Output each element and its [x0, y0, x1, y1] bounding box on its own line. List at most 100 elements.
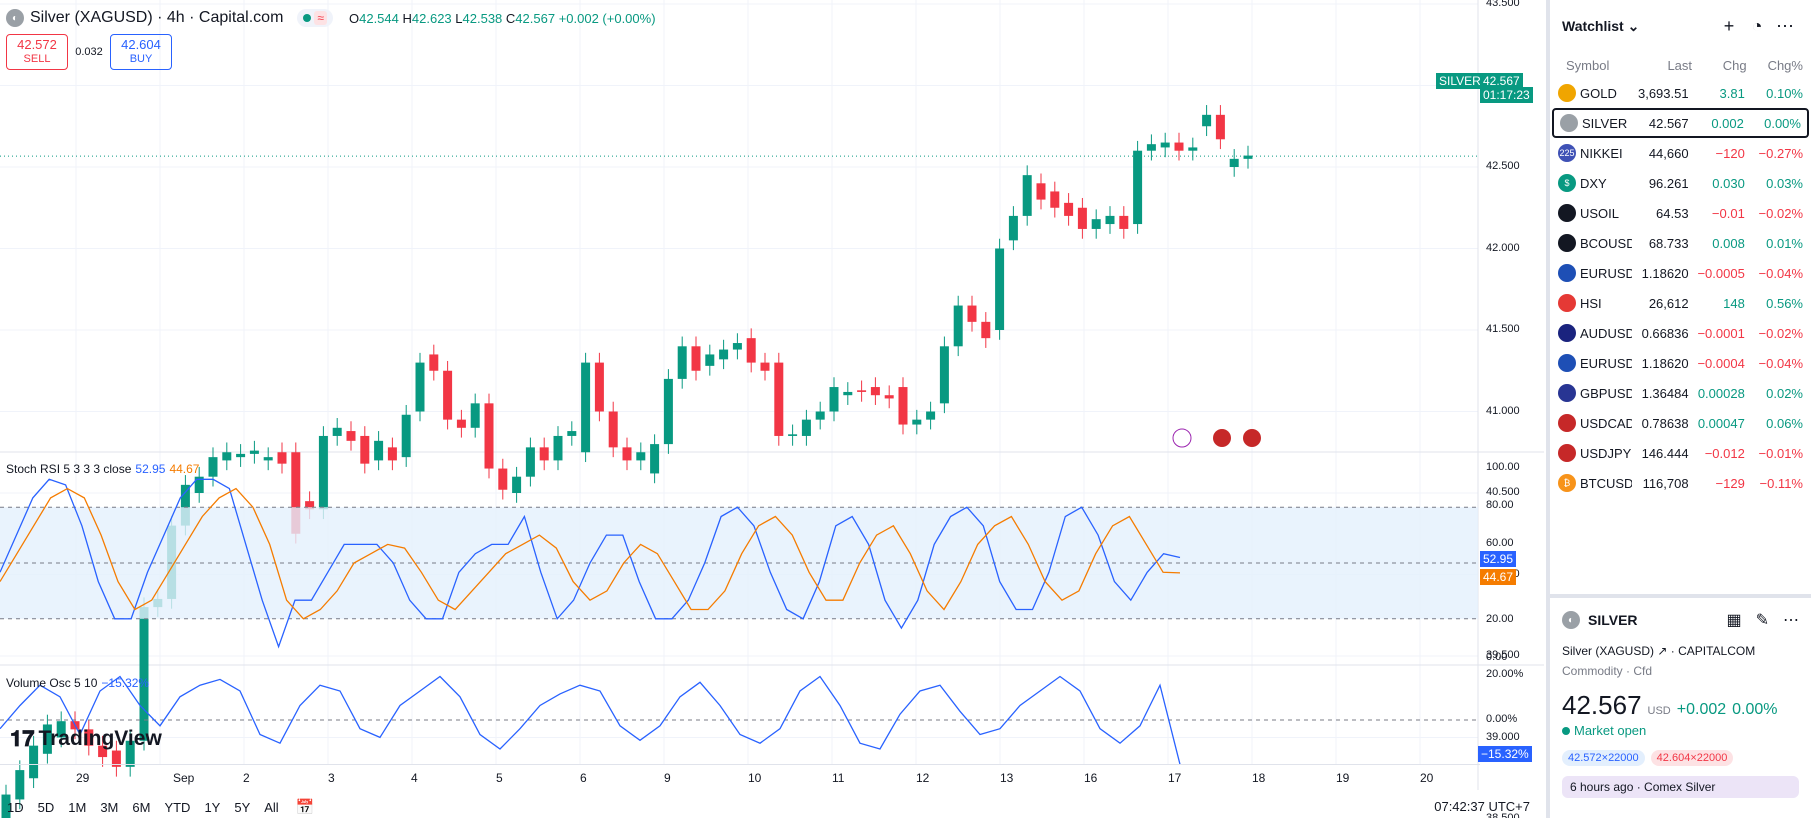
price-axis-label: 39.500 — [1486, 649, 1520, 661]
volume-osc-legend[interactable]: Volume Osc 5 10 −15.32% — [6, 676, 150, 690]
candle-body — [332, 427, 342, 436]
watchlist-row[interactable]: BCOUSD 68.733 0.008 0.01% — [1550, 228, 1811, 258]
candle-body — [208, 457, 218, 477]
row-last: 146.444 — [1641, 445, 1689, 461]
watchlist-row[interactable]: GBPUSD 1.36484 0.00028 0.02% — [1550, 378, 1811, 408]
candle-body — [884, 395, 894, 399]
watchlist-columns: Symbol Last Chg Chg% — [1550, 52, 1811, 78]
date-range-icon[interactable]: 📅 — [295, 799, 315, 816]
watchlist-row[interactable]: USOIL 64.53 −0.01 −0.02% — [1550, 198, 1811, 228]
watchlist-row[interactable]: EURUSD 1.18620 −0.0005 −0.04% — [1550, 258, 1811, 288]
market-open-dot-icon — [303, 14, 312, 22]
row-chgp: −0.01% — [1758, 445, 1803, 461]
news-item[interactable]: 6 hours ago · Comex Silver — [1562, 776, 1799, 798]
last-price-symbol-tag: SILVER — [1436, 73, 1484, 89]
candle-body — [15, 770, 25, 800]
range-button[interactable]: 1M — [68, 799, 87, 815]
buy-button[interactable]: 42.604 BUY — [110, 34, 172, 70]
candle-body — [705, 354, 715, 366]
range-button[interactable]: 5D — [37, 799, 55, 815]
row-chgp: 0.02% — [1766, 385, 1803, 401]
range-button[interactable]: All — [264, 799, 279, 815]
candle-body — [84, 729, 94, 746]
gb-flag-icon — [1558, 384, 1576, 402]
range-button[interactable]: 1Y — [204, 799, 221, 815]
candle-body — [484, 403, 494, 469]
range-button[interactable]: 5Y — [234, 799, 251, 815]
edit-icon[interactable]: ✎ — [1755, 612, 1769, 629]
candle-body — [1133, 150, 1143, 225]
row-symbol: USDJPY — [1580, 445, 1632, 461]
row-last: 1.36484 — [1641, 385, 1689, 401]
row-symbol: USOIL — [1580, 205, 1620, 221]
add-symbol-icon[interactable]: + — [1723, 15, 1735, 36]
candle-body — [1174, 142, 1184, 151]
candle-body — [1202, 114, 1212, 127]
time-axis-label: 10 — [748, 771, 762, 785]
ohlc-values: O42.544 H42.623 L42.538 C42.567 +0.002 (… — [348, 10, 656, 26]
market-status-pill[interactable]: ≈ — [297, 9, 333, 27]
watchlist-row[interactable]: $ DXY 96.261 0.030 0.03% — [1550, 168, 1811, 198]
watchlist-row[interactable]: 225 NIKKEI 44,660 −120 −0.27% — [1550, 138, 1811, 168]
time-axis[interactable]: 29 Sep 2 3 4 5 6 9 10 11 12 13 16 17 18 19 20 — [0, 764, 1480, 788]
candle-body — [360, 435, 370, 464]
clock[interactable]: 07:42:37 UTC+7 — [1434, 799, 1530, 814]
spread-value: 0.032 — [75, 46, 103, 58]
candle-body — [42, 724, 52, 754]
candle-body — [1229, 158, 1239, 167]
row-chg: −129 — [1715, 475, 1745, 491]
row-symbol: BCOUSD — [1580, 235, 1633, 251]
candle-body — [512, 476, 522, 493]
candle-body — [1188, 147, 1198, 151]
watchlist-row[interactable]: USDJPY 146.444 −0.012 −0.01% — [1550, 438, 1811, 468]
range-button[interactable]: YTD — [164, 799, 191, 815]
watchlist-row[interactable]: USDCAD 0.78638 0.00047 0.06% — [1550, 408, 1811, 438]
stoch-d-line — [0, 487, 1181, 620]
advanced-view-icon[interactable]: ◔ — [1751, 15, 1763, 36]
more-icon[interactable]: ⋯ — [1783, 612, 1799, 629]
col-symbol[interactable]: Symbol — [1566, 57, 1610, 73]
col-chgp[interactable]: Chg% — [1767, 57, 1803, 73]
volosc-axis-label: 0.00% — [1486, 713, 1518, 725]
nikkei-icon: 225 — [1558, 144, 1576, 162]
time-axis-label: 29 — [76, 771, 90, 785]
symbol-title[interactable]: Silver (XAGUSD) · 4h · Capital.com — [30, 9, 284, 26]
time-axis-label: 20 — [1420, 771, 1434, 785]
sell-button[interactable]: 42.572 SELL — [6, 34, 68, 70]
candle-body — [1243, 155, 1253, 159]
watchlist-row[interactable]: SILVER 42.567 0.002 0.00% — [1552, 108, 1809, 138]
detail-fullname[interactable]: Silver (XAGUSD) ↗ · CAPITALCOM — [1562, 644, 1756, 658]
watchlist-row[interactable]: GOLD 3,693.51 3.81 0.10% — [1550, 78, 1811, 108]
chart-area[interactable]: ◐ Silver (XAGUSD) · 4h · Capital.com ≈ O… — [0, 0, 1544, 818]
grid-icon[interactable]: ▦ — [1726, 612, 1742, 629]
range-button[interactable]: 3M — [100, 799, 119, 815]
col-last[interactable]: Last — [1667, 57, 1693, 73]
row-symbol: HSI — [1580, 295, 1602, 311]
range-button[interactable]: 6M — [132, 799, 151, 815]
detail-symbol[interactable]: SILVER — [1588, 612, 1638, 628]
chart-canvas[interactable] — [0, 0, 1544, 818]
candle-body — [98, 745, 108, 758]
stoch-rsi-legend[interactable]: Stoch RSI 5 3 3 3 close 52.95 44.67 — [6, 462, 200, 476]
time-axis-label: 4 — [411, 771, 418, 785]
candle-body — [1077, 207, 1087, 229]
candle-body — [788, 434, 798, 436]
watchlist-row[interactable]: AUDUSD 0.66836 −0.0001 −0.02% — [1550, 318, 1811, 348]
watchlist-title[interactable]: Watchlist ⌄ — [1562, 17, 1640, 34]
watchlist-row[interactable]: EURUSD 1.18620 −0.0004 −0.04% — [1550, 348, 1811, 378]
more-icon[interactable]: ⋯ — [1776, 15, 1794, 36]
silver-icon: ◐ — [6, 9, 24, 27]
time-axis-label: 11 — [832, 771, 845, 785]
candle-body — [1215, 114, 1225, 140]
candle-body — [567, 431, 577, 436]
col-chg[interactable]: Chg — [1722, 57, 1747, 73]
bottom-toolbar: 1D 5D 1M 3M 6M YTD 1Y 5Y All 📅 07:42:37 UTC+7 — [0, 796, 1540, 818]
price-axis-label: 43.500 — [1486, 0, 1520, 9]
range-button[interactable]: 1D — [7, 799, 24, 815]
row-chg: 0.008 — [1712, 235, 1745, 251]
watchlist-row[interactable]: HSI 26,612 148 0.56% — [1550, 288, 1811, 318]
watchlist-row[interactable]: ₿ BTCUSD 116,708 −129 −0.11% — [1550, 468, 1811, 498]
time-axis-label: 12 — [916, 771, 930, 785]
candle-body — [1160, 142, 1170, 148]
candle-body — [180, 484, 190, 526]
